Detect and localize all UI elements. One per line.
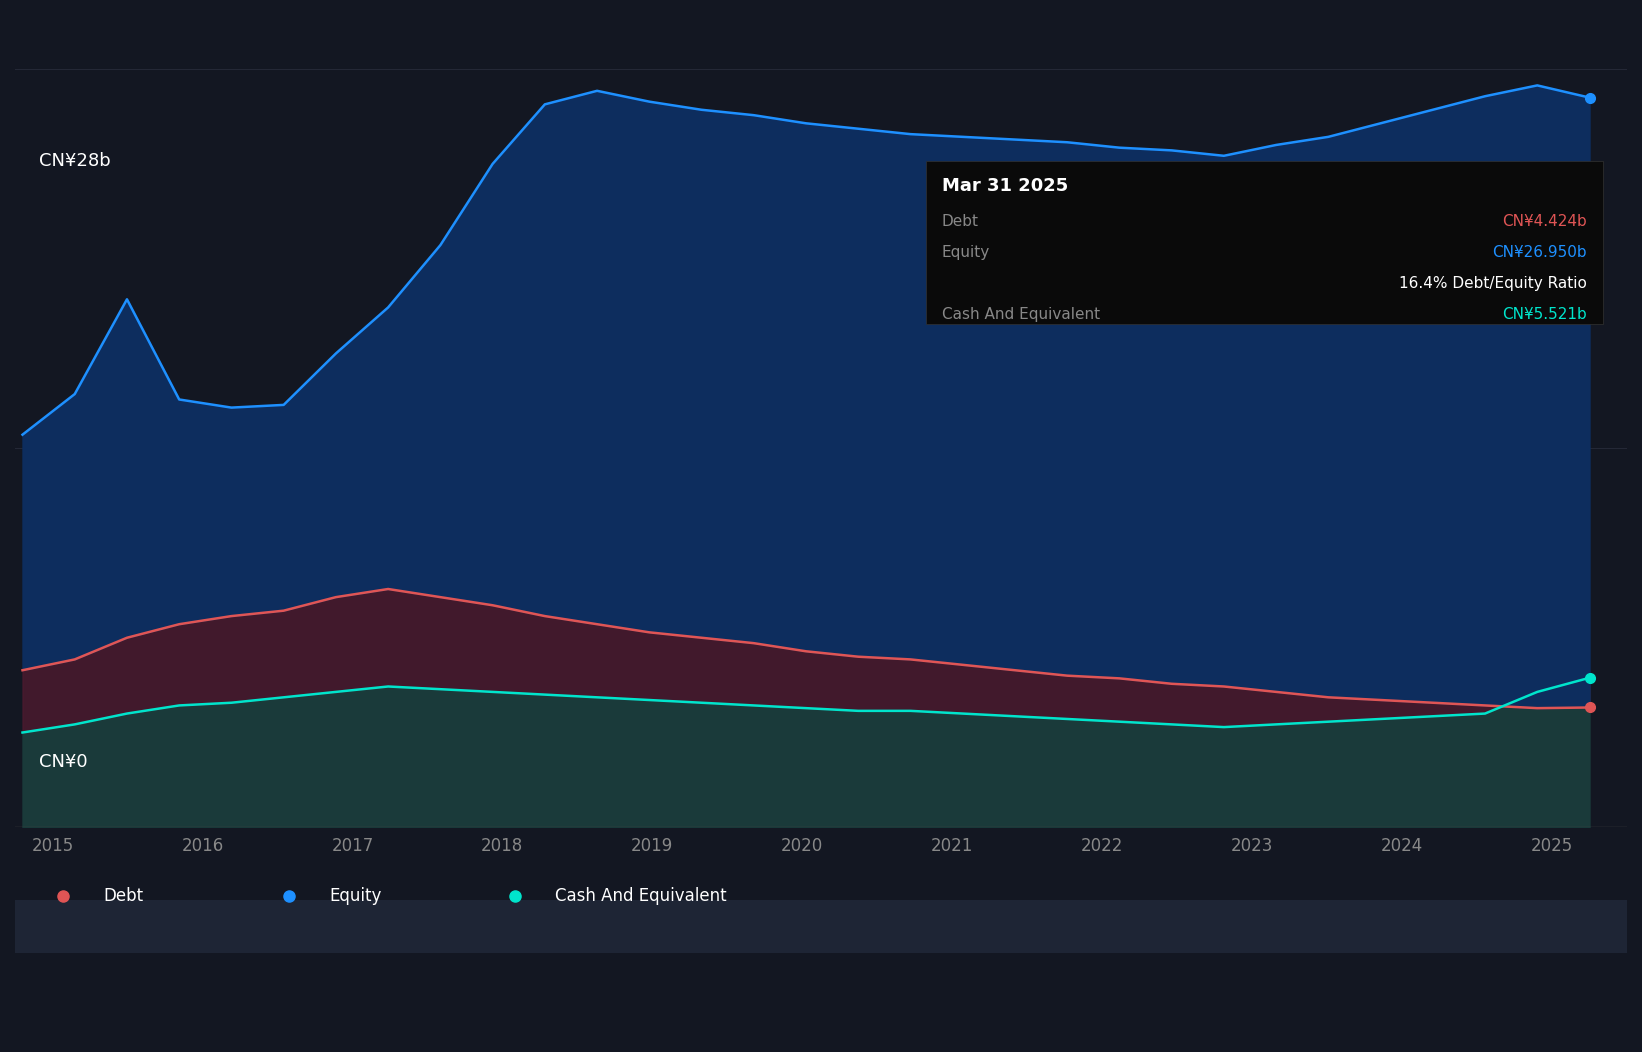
- Text: Equity: Equity: [943, 245, 990, 260]
- Text: Debt: Debt: [943, 214, 979, 229]
- FancyBboxPatch shape: [926, 161, 1603, 324]
- Text: Cash And Equivalent: Cash And Equivalent: [943, 306, 1100, 322]
- Text: 16.4% Debt/Equity Ratio: 16.4% Debt/Equity Ratio: [1399, 276, 1586, 290]
- Text: CN¥4.424b: CN¥4.424b: [1502, 214, 1586, 229]
- Text: CN¥0: CN¥0: [39, 753, 87, 771]
- Text: Cash And Equivalent: Cash And Equivalent: [555, 887, 727, 906]
- Text: Equity: Equity: [330, 887, 381, 906]
- Text: CN¥26.950b: CN¥26.950b: [1493, 245, 1586, 260]
- Text: Debt: Debt: [103, 887, 144, 906]
- Text: CN¥5.521b: CN¥5.521b: [1502, 306, 1586, 322]
- Text: Mar 31 2025: Mar 31 2025: [943, 178, 1069, 196]
- Text: CN¥28b: CN¥28b: [39, 153, 112, 170]
- FancyBboxPatch shape: [15, 901, 1627, 953]
